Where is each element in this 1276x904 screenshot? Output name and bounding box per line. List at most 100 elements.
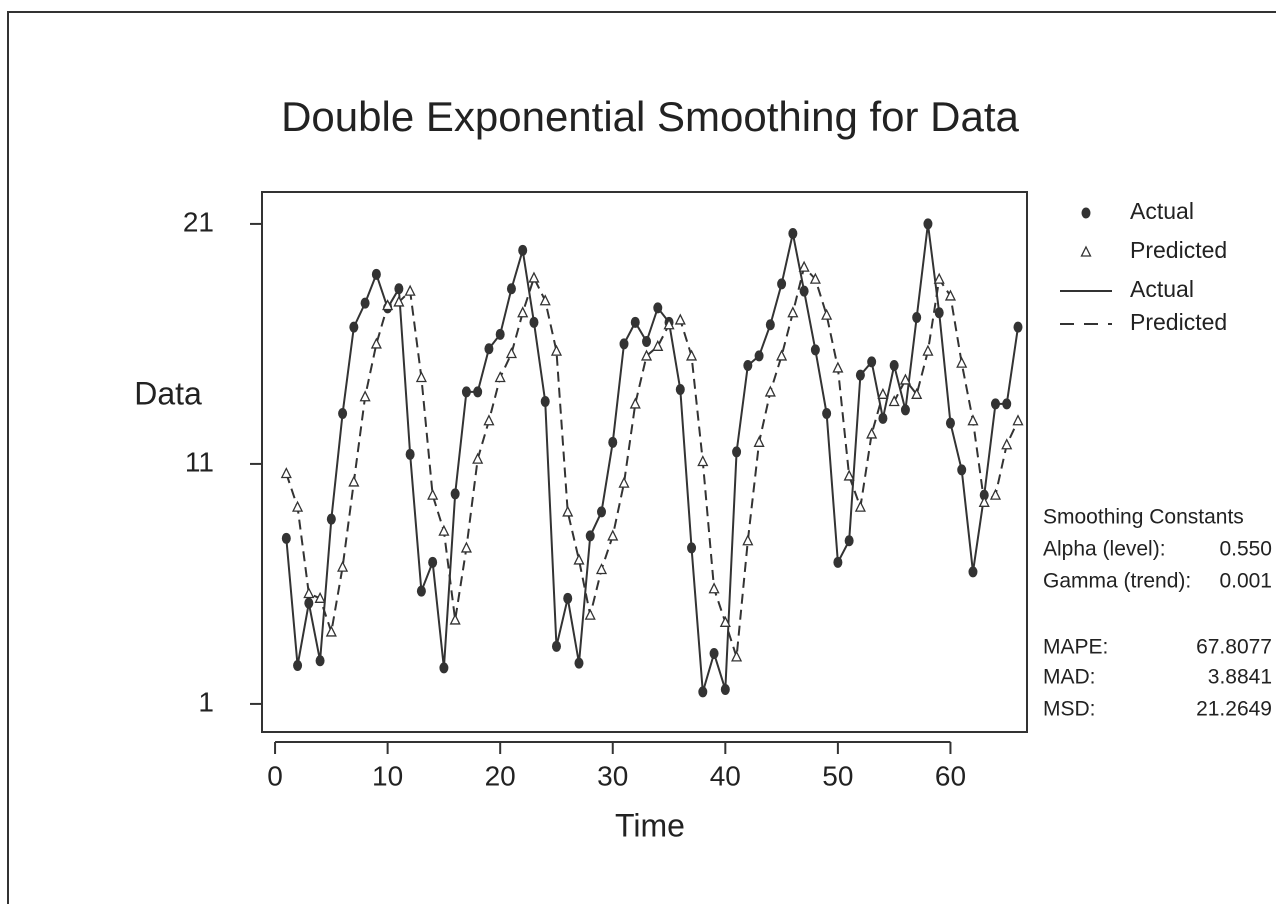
data-point — [889, 360, 899, 372]
data-point — [787, 306, 799, 318]
y-axis-label: Data — [134, 375, 202, 411]
data-point — [505, 347, 517, 359]
data-point — [866, 427, 878, 439]
legend-label: Actual — [1130, 198, 1194, 224]
y-tick-label: 1 — [198, 686, 214, 717]
x-tick-label: 30 — [597, 760, 628, 791]
data-point — [607, 529, 619, 541]
stat-value: 0.001 — [1219, 570, 1272, 593]
y-tick-label: 21 — [183, 206, 214, 237]
data-point — [1002, 398, 1012, 410]
data-point — [404, 284, 416, 296]
stat-label: MSD: — [1043, 698, 1096, 721]
data-point — [584, 608, 596, 620]
data-point — [348, 475, 360, 487]
data-point — [337, 560, 349, 572]
stat-label: MAPE: — [1043, 636, 1108, 659]
data-point — [934, 307, 944, 319]
data-point — [990, 398, 1000, 410]
data-point — [719, 615, 731, 627]
data-point — [618, 476, 630, 488]
data-point — [788, 228, 798, 240]
data-point — [450, 488, 460, 500]
stat-label: Alpha (level): — [1043, 538, 1166, 561]
legend-symbol — [1081, 207, 1091, 219]
stats-title: Smoothing Constants — [1043, 506, 1244, 529]
data-point — [922, 344, 934, 356]
data-point — [854, 500, 866, 512]
data-point — [674, 313, 686, 325]
data-point — [642, 336, 652, 348]
data-point — [449, 613, 461, 625]
data-point — [957, 464, 967, 476]
data-point — [326, 513, 336, 525]
data-point — [923, 218, 933, 230]
data-point — [415, 371, 427, 383]
x-tick-label: 20 — [485, 760, 516, 791]
data-point — [765, 319, 775, 331]
data-point — [473, 386, 483, 398]
data-point — [562, 505, 574, 517]
data-point — [944, 289, 957, 301]
stat-value: 67.8077 — [1196, 636, 1272, 659]
data-point — [371, 268, 381, 280]
data-point — [764, 385, 776, 397]
stat-value: 21.2649 — [1196, 698, 1272, 721]
data-point — [687, 542, 697, 554]
data-point — [777, 278, 787, 290]
data-point — [517, 306, 529, 318]
data-point — [1012, 414, 1024, 426]
data-point — [821, 308, 833, 320]
data-point — [708, 582, 720, 594]
data-point — [360, 297, 370, 309]
data-point — [573, 553, 585, 565]
series-line — [285, 223, 1019, 693]
data-point — [495, 328, 505, 340]
x-tick-label: 10 — [372, 760, 403, 791]
data-point — [867, 356, 877, 368]
data-point — [439, 662, 449, 674]
data-point — [539, 294, 551, 306]
data-point — [799, 285, 809, 297]
data-point — [709, 648, 719, 660]
data-point — [911, 387, 923, 399]
data-point — [888, 395, 900, 407]
data-point — [338, 408, 348, 420]
x-tick-label: 40 — [710, 760, 741, 791]
data-point — [968, 566, 978, 578]
data-point — [484, 343, 494, 355]
data-point — [394, 283, 404, 295]
data-point — [595, 563, 608, 575]
data-point — [563, 592, 573, 604]
data-point — [472, 452, 484, 464]
data-point — [912, 312, 922, 324]
data-point — [810, 344, 820, 356]
data-point — [675, 384, 685, 396]
data-point — [585, 530, 595, 542]
data-point — [653, 302, 663, 314]
stat-value: 0.550 — [1219, 538, 1272, 561]
data-point — [798, 260, 810, 272]
data-point — [630, 316, 640, 328]
data-point — [280, 467, 292, 479]
legend-label: Predicted — [1130, 237, 1227, 263]
data-point — [978, 495, 990, 507]
data-point — [899, 373, 911, 385]
legend-symbol — [1080, 245, 1092, 257]
data-point — [855, 369, 865, 381]
series-line — [285, 265, 1019, 658]
x-axis-label: Time — [615, 807, 685, 843]
data-point — [753, 435, 765, 447]
data-point — [619, 338, 629, 350]
chart-title: Double Exponential Smoothing for Data — [281, 93, 1019, 140]
data-point — [652, 339, 664, 351]
data-point — [393, 295, 405, 307]
data-point — [550, 344, 563, 356]
data-point — [742, 534, 754, 546]
x-tick-label: 60 — [935, 760, 966, 791]
data-point — [933, 272, 945, 284]
data-point — [1013, 321, 1023, 333]
data-point — [528, 271, 540, 283]
data-point — [461, 386, 471, 398]
